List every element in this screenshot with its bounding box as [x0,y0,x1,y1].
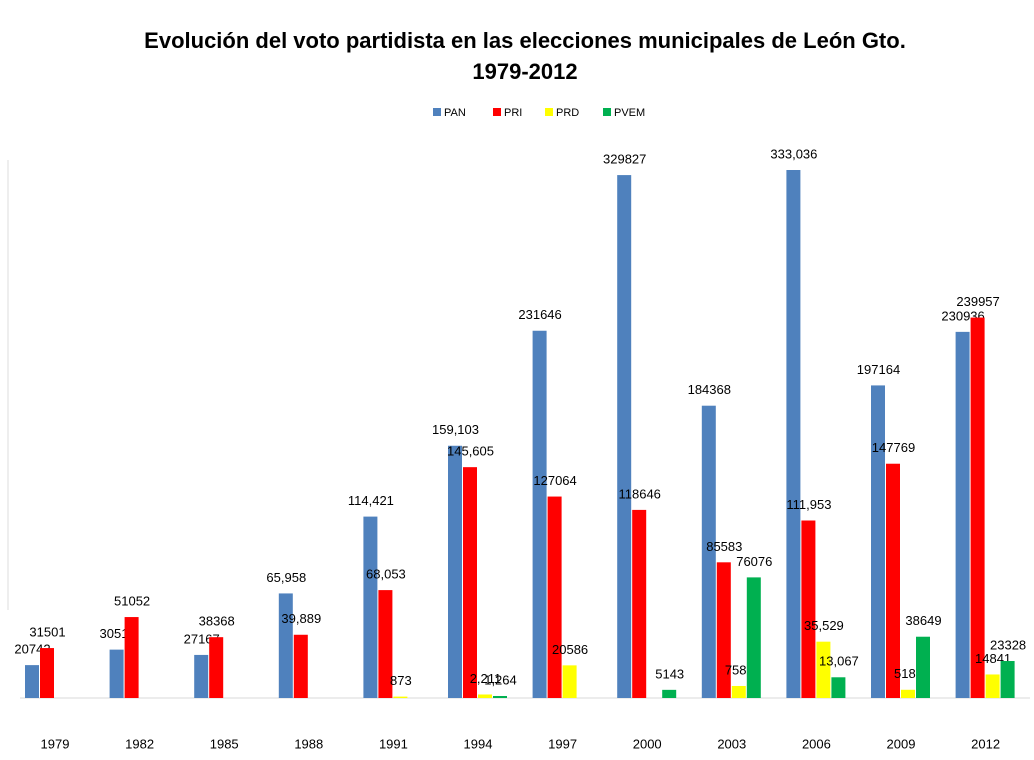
x-tick-label: 2000 [633,736,662,751]
legend-label: PVEM [614,107,645,119]
value-label: 39,889 [281,611,321,626]
legend-swatch [603,108,611,116]
value-label: 184368 [688,382,731,397]
value-label: 147769 [872,440,915,455]
value-label: 68,053 [366,567,406,582]
bar [617,175,632,699]
bar [293,634,308,698]
legend-label: PAN [444,107,466,119]
bar [701,405,716,698]
bar [40,648,54,698]
bar [955,331,970,698]
chart-title: Evolución del voto partidista en las ele… [144,28,906,53]
bar [886,463,900,698]
value-label: 13,067 [819,654,859,669]
bar [985,674,1000,698]
x-tick-label: 1985 [210,736,239,751]
bar [363,516,378,698]
value-label: 31501 [29,624,65,639]
value-label: 7580 [725,662,754,677]
value-label: 159,103 [432,422,479,437]
x-tick-label: 2009 [887,736,916,751]
bar [547,496,562,698]
value-label: 5185 [894,666,923,681]
bar [731,685,746,698]
x-tick-label: 1988 [294,736,323,751]
bar [109,649,124,698]
value-label: 20586 [552,642,588,657]
bar [562,665,577,698]
bar [448,445,462,698]
value-label: 239957 [956,294,999,309]
value-label: 35,529 [804,618,844,633]
bar [25,665,39,698]
bar [194,654,209,698]
bar [916,636,930,698]
x-tick-label: 2003 [717,736,746,751]
value-label: 114,421 [348,493,394,508]
bar [970,317,985,698]
bar [1000,661,1015,698]
bar [901,689,915,698]
bar [532,330,547,698]
value-label: 65,958 [266,570,306,585]
value-label: 197164 [857,362,900,377]
bar [632,509,647,698]
value-label: 118646 [618,486,660,501]
bar [816,641,831,698]
value-label: 38368 [199,614,235,629]
bar [871,385,885,698]
bar [801,520,816,698]
bar [493,695,507,698]
bar [209,637,224,698]
value-label: 51052 [114,593,150,608]
legend-swatch [433,108,441,116]
bar [278,593,293,698]
bar [716,562,731,698]
value-label: 38649 [905,613,941,628]
bar [746,577,761,698]
value-label: 23328 [990,637,1026,652]
legend-swatch [545,108,553,116]
value-label: 231646 [518,307,561,322]
bar [378,590,393,698]
x-tick-label: 1994 [464,736,493,751]
value-label: 329827 [603,152,646,167]
x-tick-label: 2006 [802,736,831,751]
bar [786,170,801,698]
x-tick-label: 1997 [548,736,577,751]
x-tick-label: 1982 [125,736,154,751]
bar [124,617,139,698]
x-tick-label: 2012 [971,736,1000,751]
value-label: 76076 [736,554,772,569]
value-label: 111,953 [786,497,831,512]
value-label: 873 [390,673,412,688]
value-label: 127064 [533,473,576,488]
legend-label: PRI [504,107,522,119]
bar [831,677,846,698]
value-label: 85583 [706,539,742,554]
value-label: 333,036 [770,146,817,161]
bar [478,694,492,698]
chart-subtitle: 1979-2012 [472,59,577,84]
x-tick-label: 1979 [41,736,70,751]
legend-label: PRD [556,107,579,119]
legend-swatch [493,108,501,116]
value-label: 2,211 [470,671,502,686]
value-label: 5143 [655,666,684,681]
bar [463,467,477,698]
x-tick-label: 1991 [379,736,408,751]
value-label: 1,264 [484,672,517,687]
bar [662,689,677,698]
value-label: 145,605 [447,444,494,459]
bar [393,696,408,698]
